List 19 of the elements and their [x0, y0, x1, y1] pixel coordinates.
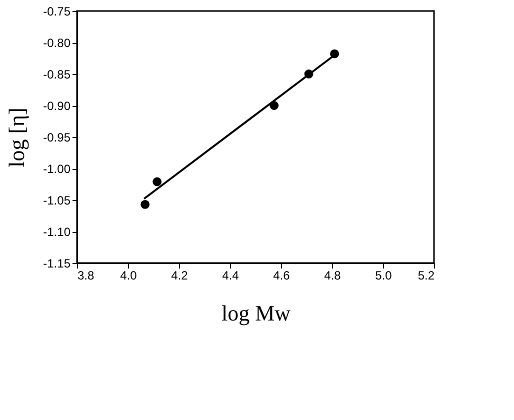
x-axis-title: log Mw [221, 300, 291, 326]
x-tick-label: 4.8 [324, 268, 342, 282]
y-axis-title: log [η] [4, 108, 30, 168]
y-tick-label: -1.15 [43, 256, 71, 270]
y-tick-label: -0.90 [43, 99, 71, 113]
x-tick-label: 4.2 [171, 268, 188, 282]
y-tick-label: -1.10 [43, 225, 71, 239]
y-tick-label: -0.75 [43, 4, 71, 18]
y-tick-label: -0.80 [43, 36, 71, 50]
x-tick-label: 3.8 [78, 268, 95, 282]
x-tick-label: 4.4 [222, 268, 240, 282]
y-tick-label: -0.85 [43, 68, 71, 82]
y-tick-label: -0.95 [43, 130, 71, 144]
y-tick-label: -1.05 [43, 194, 71, 208]
x-tick-label: 5.0 [375, 268, 392, 282]
x-tick-label: 5.2 [418, 268, 435, 282]
x-tick-label: 4.0 [120, 268, 138, 282]
x-tick-label: 4.6 [273, 268, 290, 282]
y-tick-label: -1.00 [43, 162, 71, 176]
